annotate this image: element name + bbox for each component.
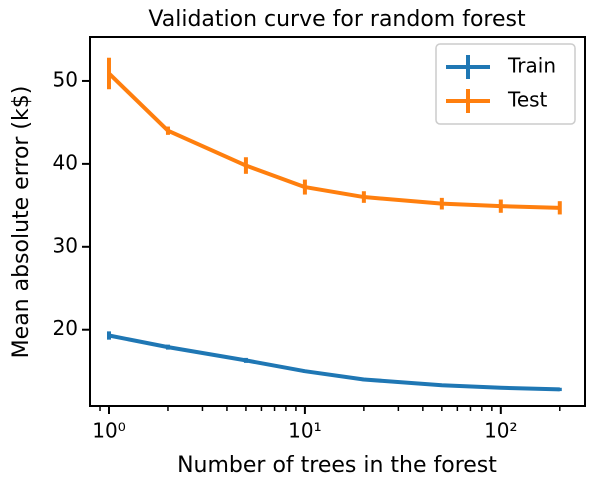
- series-line: [107, 72, 560, 210]
- x-tick-label: 10¹: [288, 419, 321, 443]
- legend-box: [435, 43, 576, 125]
- legend-label: Train: [507, 54, 556, 78]
- legend-label: Test: [507, 88, 548, 112]
- y-axis-label: Mean absolute error (k$): [9, 86, 34, 359]
- y-tick-label: 20: [53, 316, 78, 340]
- series-line: [108, 333, 560, 392]
- x-tick-label: 10²: [484, 419, 517, 443]
- y-tick-label: 50: [53, 67, 78, 91]
- plot-frame: [89, 36, 586, 407]
- x-tick-label: 10⁰: [92, 419, 125, 443]
- chart-title: Validation curve for random forest: [148, 7, 526, 32]
- y-tick-label: 40: [53, 150, 78, 174]
- x-axis-label: Number of trees in the forest: [177, 453, 497, 478]
- y-tick-label: 30: [53, 233, 78, 257]
